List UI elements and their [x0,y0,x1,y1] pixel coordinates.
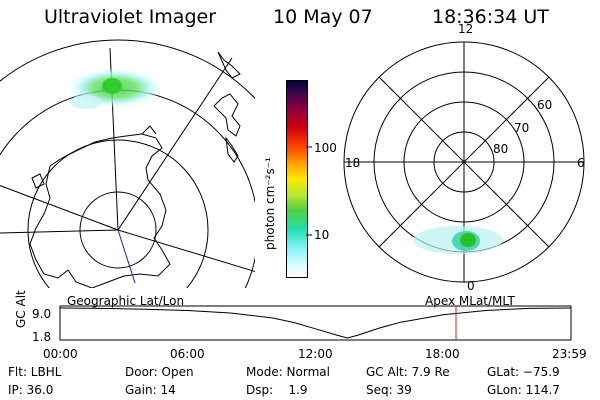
mlt-label-18: 18 [345,156,361,170]
meridian-line [117,57,233,231]
landmass-outline [217,51,241,79]
meridian-line [0,229,119,234]
landmass-outline [213,93,241,137]
lat-circle [27,139,209,288]
mlat-label-80: 80 [493,142,509,156]
colorbar [286,80,308,278]
info-dsp: Dsp: 1.9 [246,383,308,397]
aurora-glow [70,95,102,109]
colorbar-ticks [306,146,312,236]
timeline-x-tick: 12:00 [298,347,333,361]
colorbar-tick-label: 100 [314,141,337,155]
lat-circle [79,191,157,269]
altitude-curve [59,307,571,339]
info-flt: Flt: LBHL [8,365,62,379]
orbit-track [117,229,136,284]
mlt-label-12: 12 [458,22,474,36]
info-glat: GLat: −75.9 [487,365,560,379]
timeline-frame [59,305,572,341]
colorbar-tick-label: 10 [314,228,330,242]
info-gc-alt: GC Alt: 7.9 Re [366,365,450,379]
mlt-label-6: 6 [577,156,585,170]
timeline-y-tick: 1.8 [32,330,52,344]
instrument-title: Ultraviolet Imager [44,6,217,28]
info-seq: Seq: 39 [366,383,412,397]
meridian-line [0,185,119,231]
mlat-mlt-plot [343,41,585,283]
timeline-x-tick: 23:59 [552,347,587,361]
info-gain: Gain: 14 [125,383,176,397]
timeline-x-tick: 18:00 [425,347,460,361]
time-label: 18:36:34 UT [432,6,549,28]
timeline-axis-title: GC Alt [14,290,28,328]
meridian-line [117,229,255,272]
timeline-x-tick: 06:00 [170,347,205,361]
lat-circle [0,39,255,100]
altitude-timeline [59,305,572,341]
mlat-label-70: 70 [514,121,530,135]
geographic-map [0,39,255,288]
mlt-line [378,76,550,248]
coast-detail [141,125,157,135]
colorbar-unit-label: photon cm⁻²s⁻¹ [263,157,277,250]
landmass-outline [225,136,239,163]
mlt-label-0: 0 [467,279,475,293]
aurora-core [102,78,122,94]
timeline-y-tick: 9.0 [32,307,52,321]
info-glon: GLon: 114.7 [487,383,560,397]
right-panel-label: Apex MLat/MLT [425,294,515,308]
date-label: 10 May 07 [273,6,373,28]
antarctica-coastline [29,133,171,288]
left-panel-label: Geographic Lat/Lon [67,294,185,308]
info-ip: IP: 36.0 [8,383,54,397]
info-mode: Mode: Normal [246,365,330,379]
island-outline [31,173,45,189]
timeline-x-tick: 00:00 [43,347,78,361]
mlat-label-60: 60 [537,98,553,112]
info-door: Door: Open [125,365,194,379]
aurora-core [460,233,476,247]
